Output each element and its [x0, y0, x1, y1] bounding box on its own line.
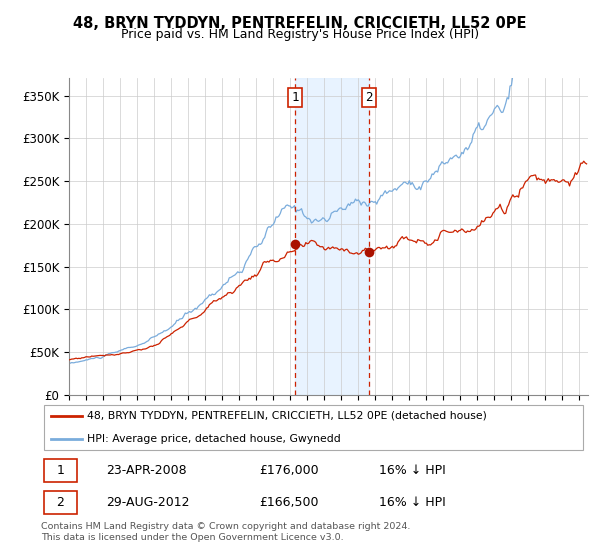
- Bar: [44, 459, 77, 482]
- Text: Contains HM Land Registry data © Crown copyright and database right 2024.
This d: Contains HM Land Registry data © Crown c…: [41, 522, 410, 542]
- Text: 1: 1: [56, 464, 64, 477]
- Text: 29-AUG-2012: 29-AUG-2012: [106, 496, 190, 509]
- Bar: [295, 78, 369, 395]
- Text: £166,500: £166,500: [259, 496, 319, 509]
- Text: 1: 1: [292, 91, 299, 104]
- Text: 2: 2: [365, 91, 373, 104]
- FancyBboxPatch shape: [44, 405, 583, 450]
- Text: 16% ↓ HPI: 16% ↓ HPI: [379, 464, 446, 477]
- Text: 2: 2: [56, 496, 64, 509]
- Text: Price paid vs. HM Land Registry's House Price Index (HPI): Price paid vs. HM Land Registry's House …: [121, 28, 479, 41]
- Text: 48, BRYN TYDDYN, PENTREFELIN, CRICCIETH, LL52 0PE: 48, BRYN TYDDYN, PENTREFELIN, CRICCIETH,…: [73, 16, 527, 31]
- Text: 48, BRYN TYDDYN, PENTREFELIN, CRICCIETH, LL52 0PE (detached house): 48, BRYN TYDDYN, PENTREFELIN, CRICCIETH,…: [87, 411, 487, 421]
- Text: HPI: Average price, detached house, Gwynedd: HPI: Average price, detached house, Gwyn…: [87, 433, 341, 444]
- Text: £176,000: £176,000: [259, 464, 319, 477]
- Text: 16% ↓ HPI: 16% ↓ HPI: [379, 496, 446, 509]
- Text: 23-APR-2008: 23-APR-2008: [106, 464, 187, 477]
- Bar: [44, 491, 77, 515]
